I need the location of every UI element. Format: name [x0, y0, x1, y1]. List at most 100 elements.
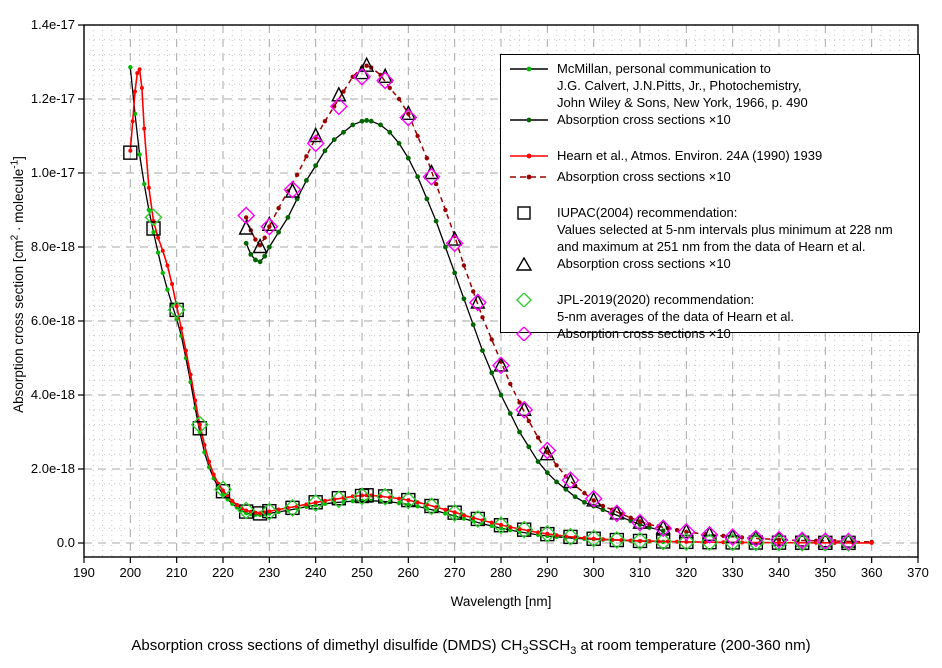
series-mcmillan_x10-dot [350, 122, 356, 128]
series-hearn-dot [142, 126, 147, 131]
jpl-diamond-marker [329, 490, 348, 509]
series-hearn-dot [721, 540, 726, 545]
jpl-diamond-marker [237, 501, 256, 520]
legend-diamond-sample-icon [516, 326, 532, 342]
jpl-diamond-marker [654, 532, 673, 551]
jpl_x10-diamond-marker [561, 471, 580, 490]
legend-entry-mcmillan: McMillan, personal communication to J.G.… [509, 60, 913, 111]
series-mcmillan_x10-dot [572, 494, 578, 500]
series-mcmillan_x10-dot [304, 178, 309, 183]
series-mcmillan_x10-dot [526, 444, 532, 450]
series-hearn_x10-dot [341, 89, 346, 94]
series-hearn-dot [675, 539, 680, 544]
jpl_x10-diamond-marker [677, 522, 696, 541]
iupac-triangle-marker [725, 528, 741, 544]
series-hearn_x10-dot [257, 242, 263, 248]
x-tick-label-200: 200 [119, 565, 141, 580]
jpl_x10-diamond-marker [770, 530, 788, 549]
series-hearn_x10-dot [684, 529, 689, 535]
legend-label-jpl-x10: Absorption cross sections ×10 [557, 326, 731, 341]
iupac-square-marker [262, 503, 277, 519]
series-hearn-dot [563, 534, 568, 539]
series-hearn_x10-dot [461, 263, 467, 268]
series-hearn_x10-dot [554, 463, 559, 468]
series-mcmillan_x10-dot [253, 257, 258, 263]
legend-entry-hearn: Hearn et al., Atmos. Environ. 24A (1990)… [509, 147, 913, 168]
x-tick-label-330: 330 [722, 565, 744, 580]
series-hearn-dot [545, 531, 550, 536]
series-hearn-dot [638, 538, 642, 543]
series-mcmillan-dot [471, 518, 476, 524]
jpl-diamond-marker [677, 532, 696, 551]
series-hearn_x10-dot [535, 435, 541, 440]
series-hearn_x10-dot [253, 237, 258, 242]
iupac-square-marker [123, 145, 138, 160]
series-hearn-dot [267, 509, 272, 514]
caption-sub-2: 3 [570, 645, 577, 657]
series-hearn_x10-dot [415, 133, 420, 139]
series-hearn-dot [160, 248, 165, 253]
series-mcmillan_x10-dot [498, 392, 504, 398]
series-mcmillan-dot [146, 207, 152, 213]
jpl-diamond-marker [538, 524, 557, 543]
series-hearn_x10-dot [489, 337, 494, 342]
iupac-square-marker [540, 526, 555, 542]
series-hearn-dot [508, 525, 513, 530]
x-tick-label-310: 310 [629, 565, 651, 580]
legend-label-jpl: JPL-2019(2020) recommendation: 5-nm aver… [557, 292, 795, 324]
series-mcmillan-dot [415, 504, 420, 509]
jpl-diamond-marker [700, 533, 719, 552]
iupac-triangle-marker [539, 445, 555, 461]
x-axis-title: Wavelength [nm] [451, 594, 552, 609]
jpl_x10-diamond-marker [839, 532, 858, 551]
series-mcmillan_x10-dot [262, 253, 268, 259]
series-hearn-dot [684, 539, 689, 544]
series-hearn-dot [397, 496, 402, 501]
series-mcmillan_x10-dot [331, 137, 337, 143]
jpl-diamond-marker [584, 529, 603, 548]
legend-sample-mcmillan [509, 62, 549, 81]
series-hearn-dot [452, 510, 457, 515]
x-tick-label-290: 290 [536, 565, 558, 580]
series-hearn_x10-dot [396, 96, 402, 102]
legend-dot-sample-icon [526, 174, 532, 180]
jpl-diamond-marker [190, 415, 209, 434]
series-hearn-dot [156, 235, 161, 240]
jpl-diamond-marker [770, 533, 788, 552]
series-hearn-dot [244, 508, 249, 513]
jpl_x10-diamond-marker [746, 529, 765, 548]
series-hearn_x10-dot [350, 74, 355, 80]
series-hearn-dot [128, 148, 133, 153]
series-mcmillan-dot [142, 181, 147, 187]
jpl_x10-diamond-marker [793, 531, 812, 550]
y-axis-title-sup-2: 2 [9, 234, 21, 241]
iupac-square-marker [401, 492, 416, 508]
series-hearn-dot [647, 539, 652, 544]
series-hearn_x10-dot [471, 289, 476, 294]
iupac-triangle-marker [252, 237, 268, 254]
iupac-triangle-marker [493, 356, 509, 372]
series-hearn_x10-dot [433, 181, 439, 187]
series-mcmillan_x10-dot [405, 155, 411, 161]
y-axis-title-text2: · molecule [11, 168, 26, 235]
series-mcmillan_x10-dot [248, 252, 254, 257]
series-mcmillan-dot [160, 270, 165, 276]
jpl_x10-diamond-marker [631, 513, 649, 532]
iupac-square-marker [169, 302, 184, 318]
x-tick-label-190: 190 [73, 565, 95, 580]
series-mcmillan-dot [508, 527, 513, 533]
iupac-triangle-marker [817, 532, 833, 548]
y-tick-label-8.0e-18: 8.0e-18 [31, 239, 75, 254]
x-tick-label-280: 280 [490, 565, 512, 580]
series-mcmillan_x10-dot [600, 507, 606, 513]
series-hearn-dot [610, 537, 615, 542]
iupac-square-marker [771, 535, 787, 550]
y-tick-label-1.2e-17: 1.2e-17 [31, 91, 75, 106]
series-mcmillan_x10-dot [489, 370, 495, 376]
series-mcmillan_x10-dot [480, 348, 485, 353]
series-mcmillan-dot [313, 503, 318, 508]
jpl_x10-diamond-marker [607, 504, 626, 523]
series-hearn-dot [130, 119, 135, 124]
y-tick-label-2.0e-18: 2.0e-18 [31, 461, 75, 476]
